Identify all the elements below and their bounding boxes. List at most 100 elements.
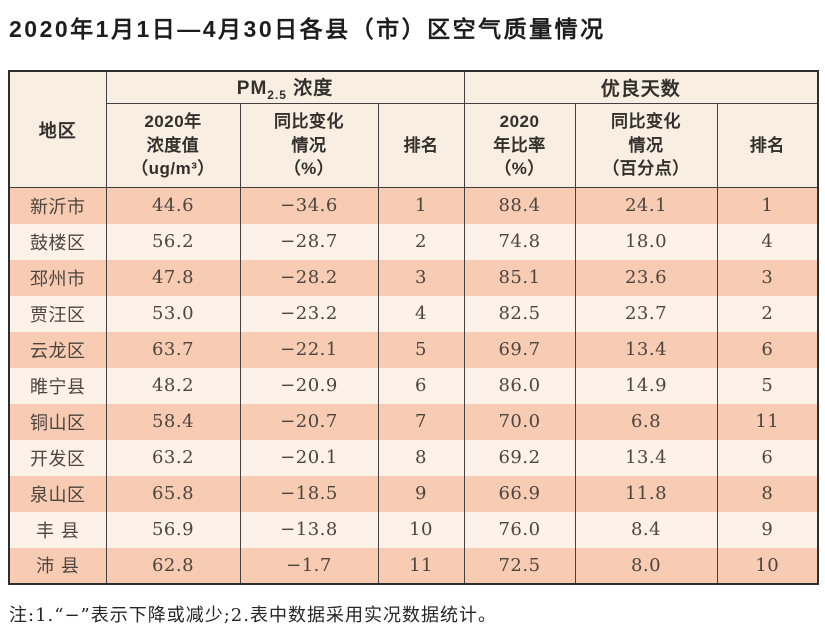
days-ratio-cell: 88.4 (463, 187, 576, 224)
table-row: 贾汪区 53.0 −23.2 4 82.5 23.7 2 (8, 295, 819, 332)
footnote: 注:1.“−”表示下降或减少;2.表中数据采用实况数据统计。 (9, 604, 497, 626)
days-ratio-cell: 69.2 (463, 439, 576, 476)
table-row: 云龙区 63.7 −22.1 5 69.7 13.4 6 (8, 331, 819, 368)
pm-value-cell: 47.8 (105, 259, 240, 296)
pm-rank-cell: 11 (377, 547, 465, 584)
pm-value-cell: 58.4 (105, 403, 240, 440)
days-ratio-cell: 69.7 (463, 331, 576, 368)
region-cell: 丰 县 (8, 511, 106, 548)
table-row: 泉山区 65.8 −18.5 9 66.9 11.8 8 (8, 475, 819, 512)
pm-rank-cell: 2 (377, 223, 465, 260)
days-rank-cell: 11 (716, 403, 819, 440)
pm-change-cell: −20.1 (239, 439, 378, 476)
pm-change-cell: −22.1 (239, 331, 378, 368)
header-sub-row: 2020年 浓度值 （ug/m³） 同比变化 情况 （%） 排名 2020 年比… (9, 103, 819, 188)
pm-change-cell: −28.2 (239, 259, 378, 296)
header-group-row: 地区 PM2.5 浓度 优良天数 (8, 71, 819, 188)
table-body: 新沂市 44.6 −34.6 1 88.4 24.1 1 鼓楼区 56.2 −2… (8, 187, 819, 584)
col-group-pm25: PM2.5 浓度 (105, 71, 465, 104)
pm25-label-prefix: PM (236, 78, 268, 100)
region-cell: 云龙区 (8, 331, 106, 368)
region-cell: 沛 县 (8, 547, 106, 584)
air-quality-table: 地区 PM2.5 浓度 优良天数 2020年 浓度值 （ug/m³） 同比变化 … (8, 70, 820, 585)
days-ratio-cell: 85.1 (463, 259, 576, 296)
pm-rank-cell: 5 (377, 331, 465, 368)
days-ratio-cell: 86.0 (463, 367, 576, 404)
region-cell: 新沂市 (8, 187, 106, 224)
days-change-cell: 13.4 (574, 331, 718, 368)
table-row: 邳州市 47.8 −28.2 3 85.1 23.6 3 (8, 259, 819, 296)
pm-value-cell: 53.0 (105, 295, 240, 332)
col-header-pm-value: 2020年 浓度值 （ug/m³） (105, 103, 240, 188)
days-rank-cell: 6 (716, 331, 819, 368)
pm-rank-cell: 1 (377, 187, 465, 224)
days-rank-cell: 9 (716, 511, 819, 548)
days-change-cell: 8.4 (574, 511, 718, 548)
pm-value-cell: 48.2 (105, 367, 240, 404)
region-cell: 邳州市 (8, 259, 106, 296)
pm25-label-subscript: 2.5 (267, 87, 287, 102)
pm-value-cell: 65.8 (105, 475, 240, 512)
days-change-cell: 6.8 (574, 403, 718, 440)
days-change-cell: 8.0 (574, 547, 718, 584)
region-cell: 泉山区 (8, 475, 106, 512)
pm-rank-cell: 6 (377, 367, 465, 404)
table-row: 丰 县 56.9 −13.8 10 76.0 8.4 9 (8, 511, 819, 548)
table-row: 睢宁县 48.2 −20.9 6 86.0 14.9 5 (8, 367, 819, 404)
table-row: 鼓楼区 56.2 −28.7 2 74.8 18.0 4 (8, 223, 819, 260)
days-change-cell: 13.4 (574, 439, 718, 476)
col-header-pm-change: 同比变化 情况 （%） (239, 103, 378, 188)
days-rank-cell: 6 (716, 439, 819, 476)
days-rank-cell: 8 (716, 475, 819, 512)
days-rank-cell: 1 (716, 187, 819, 224)
pm-rank-cell: 7 (377, 403, 465, 440)
days-ratio-cell: 82.5 (463, 295, 576, 332)
pm-rank-cell: 8 (377, 439, 465, 476)
table-row: 开发区 63.2 −20.1 8 69.2 13.4 6 (8, 439, 819, 476)
days-rank-cell: 4 (716, 223, 819, 260)
pm-change-cell: −34.6 (239, 187, 378, 224)
days-ratio-cell: 76.0 (463, 511, 576, 548)
days-change-cell: 14.9 (574, 367, 718, 404)
days-change-cell: 18.0 (574, 223, 718, 260)
region-cell: 铜山区 (8, 403, 106, 440)
days-change-cell: 23.6 (574, 259, 718, 296)
col-header-days-ratio: 2020 年比率 （%） (463, 103, 576, 188)
table-row: 新沂市 44.6 −34.6 1 88.4 24.1 1 (8, 187, 819, 224)
days-rank-cell: 3 (716, 259, 819, 296)
pm-value-cell: 62.8 (105, 547, 240, 584)
days-rank-cell: 10 (716, 547, 819, 584)
pm-value-cell: 56.2 (105, 223, 240, 260)
region-cell: 开发区 (8, 439, 106, 476)
pm-rank-cell: 4 (377, 295, 465, 332)
page-title: 2020年1月1日—4月30日各县（市）区空气质量情况 (9, 16, 606, 42)
pm-change-cell: −1.7 (239, 547, 378, 584)
pm-change-cell: −20.9 (239, 367, 378, 404)
pm-change-cell: −13.8 (239, 511, 378, 548)
table-row: 沛 县 62.8 −1.7 11 72.5 8.0 10 (8, 547, 819, 584)
pm-rank-cell: 9 (377, 475, 465, 512)
table-row: 铜山区 58.4 −20.7 7 70.0 6.8 11 (8, 403, 819, 440)
days-ratio-cell: 72.5 (463, 547, 576, 584)
pm-rank-cell: 3 (377, 259, 465, 296)
pm-rank-cell: 10 (377, 511, 465, 548)
pm-value-cell: 44.6 (105, 187, 240, 224)
pm-change-cell: −20.7 (239, 403, 378, 440)
pm-value-cell: 56.9 (105, 511, 240, 548)
days-ratio-cell: 66.9 (463, 475, 576, 512)
table-header: 地区 PM2.5 浓度 优良天数 2020年 浓度值 （ug/m³） 同比变化 … (8, 71, 819, 188)
pm-value-cell: 63.2 (105, 439, 240, 476)
pm-change-cell: −28.7 (239, 223, 378, 260)
col-header-days-change: 同比变化 情况 （百分点） (574, 103, 718, 188)
col-group-good-days: 优良天数 (463, 71, 819, 104)
region-cell: 鼓楼区 (8, 223, 106, 260)
col-header-region: 地区 (8, 71, 106, 188)
col-header-days-rank: 排名 (716, 103, 819, 188)
days-rank-cell: 2 (716, 295, 819, 332)
pm-change-cell: −18.5 (239, 475, 378, 512)
pm25-label-suffix: 浓度 (286, 78, 334, 100)
region-cell: 睢宁县 (8, 367, 106, 404)
days-ratio-cell: 74.8 (463, 223, 576, 260)
col-header-pm-rank: 排名 (377, 103, 465, 188)
